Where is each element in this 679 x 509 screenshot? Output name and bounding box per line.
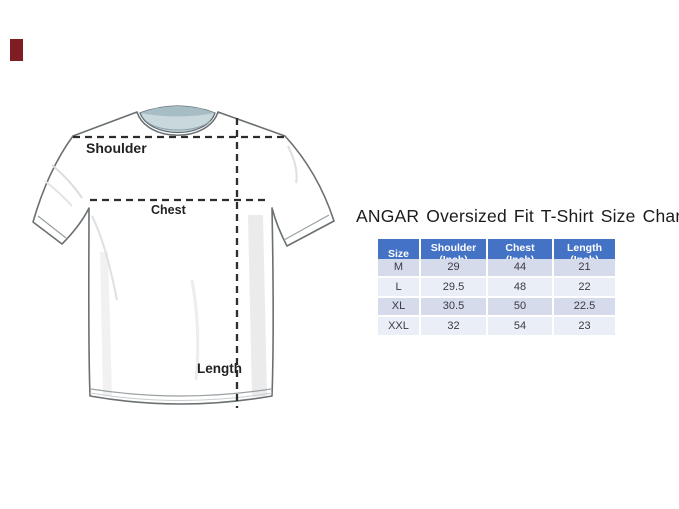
- tshirt-outline: [32, 111, 335, 405]
- tshirt-diagram: [32, 105, 335, 408]
- col-header-line1: Size: [387, 248, 409, 260]
- table-cell-length: 22.5: [554, 297, 615, 315]
- table-cell-shoulder: 29.5: [421, 278, 486, 296]
- armpit-crease-left: [91, 215, 118, 301]
- body-shade-left: [100, 252, 112, 396]
- sleeve-crease-right: [287, 145, 298, 184]
- corner-red-mark: [10, 39, 23, 61]
- size-chart-table: Size Shoulder (Inch) Chest (Inch) Length…: [378, 239, 615, 335]
- table-cell-chest: 44: [488, 258, 552, 276]
- body-shade-right: [248, 215, 267, 397]
- col-header-line1: Chest: [505, 242, 535, 254]
- table-cell-shoulder: 30.5: [421, 297, 486, 315]
- table-cell-size: L: [378, 278, 419, 296]
- table-cell-length: 23: [554, 317, 615, 335]
- cuff-line-left: [37, 215, 67, 239]
- length-label: Length: [197, 361, 242, 376]
- table-cell-length: 21: [554, 258, 615, 276]
- shoulder-label: Shoulder: [86, 140, 147, 156]
- collar-seam: [145, 120, 211, 131]
- hem-line: [90, 388, 272, 397]
- collar-back-band: [140, 106, 215, 117]
- col-header-line1: Shoulder: [430, 242, 477, 254]
- table-cell-chest: 48: [488, 278, 552, 296]
- table-cell-length: 22: [554, 278, 615, 296]
- table-cell-shoulder: 32: [421, 317, 486, 335]
- body-crease-center: [190, 279, 200, 381]
- col-header-line1: Length: [567, 242, 602, 254]
- table-cell-size: XXL: [378, 317, 419, 335]
- hem-line-2: [89, 392, 273, 401]
- table-cell-chest: 50: [488, 297, 552, 315]
- cuff-line-right: [283, 214, 330, 241]
- chest-label: Chest: [151, 203, 186, 217]
- sleeve-crease-left-2: [44, 180, 73, 207]
- table-cell-chest: 54: [488, 317, 552, 335]
- size-chart-title: ANGAR Oversized Fit T-Shirt Size Chart: [356, 206, 679, 226]
- table-cell-size: M: [378, 258, 419, 276]
- table-cell-shoulder: 29: [421, 258, 486, 276]
- table-cell-size: XL: [378, 297, 419, 315]
- sleeve-crease-left-1: [51, 164, 83, 199]
